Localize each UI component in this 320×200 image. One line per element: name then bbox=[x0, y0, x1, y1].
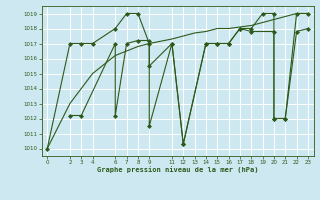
X-axis label: Graphe pression niveau de la mer (hPa): Graphe pression niveau de la mer (hPa) bbox=[97, 167, 258, 173]
